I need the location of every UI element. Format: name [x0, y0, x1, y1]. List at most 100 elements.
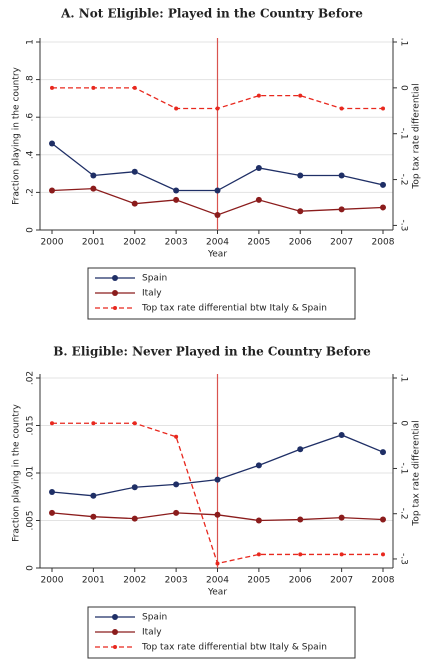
panel-title: A. Not Eligible: Played in the Country B…: [60, 7, 363, 21]
point: [49, 140, 55, 147]
point: [380, 204, 386, 211]
point: [173, 509, 180, 516]
y2-tick-label: -.3: [399, 219, 409, 231]
x-tick-label: 2005: [247, 576, 270, 586]
legend-label: Italy: [142, 289, 162, 299]
legend-marker: [112, 614, 118, 620]
x-tick-label: 2008: [372, 576, 395, 586]
point: [255, 462, 262, 469]
x-tick-label: 2001: [82, 238, 105, 248]
point: [381, 552, 385, 557]
point: [298, 552, 303, 557]
point: [297, 516, 304, 523]
point: [173, 196, 180, 203]
y2-tick-label: 0: [399, 85, 409, 91]
point: [174, 434, 179, 439]
point: [131, 515, 138, 522]
point: [49, 187, 55, 194]
y-tick-label: 0: [26, 227, 36, 233]
y-tick-label: 1: [26, 39, 36, 45]
legend-marker: [112, 275, 118, 281]
point: [131, 484, 138, 491]
x-tick-label: 2008: [372, 238, 395, 248]
point: [338, 432, 345, 438]
x-tick-label: 2004: [206, 238, 229, 248]
point: [173, 187, 180, 194]
point: [380, 181, 386, 188]
point: [380, 516, 386, 523]
x-tick-label: 2003: [165, 238, 188, 248]
legend-marker: [113, 306, 117, 310]
y-tick-label: .01: [26, 466, 36, 480]
y2-tick-label: -.1: [399, 463, 409, 475]
y-tick-label: 0: [26, 565, 36, 571]
y2-tick-label: .1: [399, 38, 409, 47]
point: [50, 421, 54, 426]
y-axis-label: Fraction playing in the country: [12, 403, 22, 541]
x-tick-label: 2001: [82, 576, 105, 586]
point: [338, 206, 345, 213]
x-tick-label: 2007: [330, 576, 353, 586]
x-tick-label: 2003: [165, 576, 188, 586]
point: [174, 106, 179, 111]
legend-label: Top tax rate differential btw Italy & Sp…: [141, 643, 327, 653]
point: [90, 172, 97, 179]
point: [173, 481, 180, 488]
point: [255, 196, 262, 203]
legend-marker: [112, 290, 118, 296]
point: [214, 511, 221, 518]
x-tick-label: 2006: [289, 576, 312, 586]
legend-label: Italy: [142, 628, 162, 638]
x-tick-label: 2006: [289, 238, 312, 248]
legend-label: Spain: [142, 274, 167, 284]
y-tick-label: .8: [26, 75, 36, 84]
point: [132, 85, 137, 90]
point: [298, 93, 303, 98]
y2-tick-label: 0: [399, 420, 409, 426]
point: [297, 446, 304, 453]
x-tick-label: 2002: [123, 238, 146, 248]
point: [49, 509, 55, 516]
y2-tick-label: -.2: [399, 174, 409, 186]
y2-axis-label: Top tax rate differential: [412, 420, 422, 526]
y2-axis-label: Top tax rate differential: [412, 83, 422, 189]
legend-label: Top tax rate differential btw Italy & Sp…: [141, 304, 327, 314]
point: [132, 421, 137, 426]
point: [214, 211, 221, 218]
y-tick-label: .005: [26, 510, 36, 530]
point: [297, 208, 304, 215]
x-tick-label: 2002: [123, 576, 146, 586]
legend-label: Spain: [142, 613, 167, 623]
x-axis-label: Year: [207, 588, 227, 598]
point: [90, 185, 97, 192]
point: [90, 492, 97, 499]
point: [255, 164, 262, 171]
point: [256, 552, 261, 557]
panel-title: B. Eligible: Never Played in the Country…: [53, 345, 371, 359]
point: [50, 85, 54, 90]
y-tick-label: .015: [26, 415, 36, 435]
y2-tick-label: .1: [399, 374, 409, 383]
y-axis-label: Fraction playing in the country: [12, 66, 22, 204]
point: [91, 421, 96, 426]
point: [214, 187, 221, 194]
point: [381, 106, 385, 111]
point: [255, 517, 262, 524]
y-tick-label: .4: [26, 150, 36, 159]
point: [131, 200, 138, 207]
point: [297, 172, 304, 179]
point: [338, 172, 345, 179]
legend-marker: [113, 645, 117, 649]
legend-marker: [112, 629, 118, 635]
point: [339, 106, 344, 111]
x-tick-label: 2000: [41, 238, 64, 248]
x-tick-label: 2000: [41, 576, 64, 586]
point: [90, 513, 97, 520]
x-tick-label: 2007: [330, 238, 353, 248]
y-tick-label: .2: [26, 188, 36, 197]
y-tick-label: .02: [26, 371, 36, 385]
point: [214, 476, 221, 483]
point: [256, 93, 261, 98]
point: [215, 106, 220, 111]
point: [49, 489, 55, 495]
